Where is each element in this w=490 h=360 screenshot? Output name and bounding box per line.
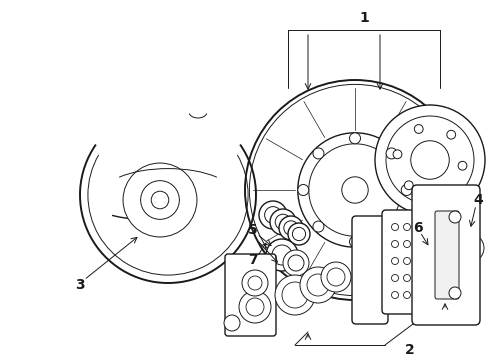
Text: 2: 2 bbox=[405, 343, 415, 357]
Circle shape bbox=[283, 250, 309, 276]
Circle shape bbox=[259, 201, 287, 229]
Circle shape bbox=[242, 270, 268, 296]
Circle shape bbox=[386, 221, 397, 232]
Circle shape bbox=[393, 150, 402, 159]
Circle shape bbox=[265, 207, 281, 224]
Circle shape bbox=[282, 282, 308, 308]
FancyBboxPatch shape bbox=[412, 185, 480, 325]
Circle shape bbox=[266, 239, 298, 271]
Circle shape bbox=[449, 211, 461, 223]
Circle shape bbox=[415, 125, 423, 134]
Circle shape bbox=[462, 240, 478, 256]
Circle shape bbox=[272, 245, 292, 265]
FancyBboxPatch shape bbox=[435, 211, 459, 299]
Text: 4: 4 bbox=[473, 193, 483, 207]
Circle shape bbox=[458, 161, 467, 170]
Circle shape bbox=[123, 163, 197, 237]
Circle shape bbox=[275, 214, 291, 230]
FancyBboxPatch shape bbox=[225, 254, 276, 336]
Circle shape bbox=[404, 181, 413, 190]
Circle shape bbox=[428, 218, 452, 242]
Circle shape bbox=[141, 181, 179, 219]
Circle shape bbox=[349, 236, 361, 247]
Circle shape bbox=[440, 223, 474, 257]
Circle shape bbox=[151, 191, 169, 209]
Circle shape bbox=[239, 291, 271, 323]
Circle shape bbox=[420, 210, 460, 250]
Circle shape bbox=[456, 234, 484, 262]
Circle shape bbox=[313, 221, 324, 232]
Circle shape bbox=[248, 276, 262, 290]
Text: 3: 3 bbox=[75, 278, 85, 292]
Circle shape bbox=[401, 184, 412, 195]
Circle shape bbox=[342, 177, 368, 203]
Circle shape bbox=[392, 274, 398, 282]
Text: 5: 5 bbox=[248, 223, 258, 237]
Circle shape bbox=[349, 133, 361, 144]
Circle shape bbox=[313, 148, 324, 159]
Circle shape bbox=[417, 237, 453, 273]
Circle shape bbox=[288, 223, 310, 245]
FancyBboxPatch shape bbox=[382, 210, 420, 314]
Text: 7: 7 bbox=[248, 253, 258, 267]
Circle shape bbox=[298, 133, 412, 247]
Circle shape bbox=[298, 184, 309, 195]
FancyBboxPatch shape bbox=[352, 216, 388, 324]
Circle shape bbox=[246, 298, 264, 316]
Circle shape bbox=[403, 224, 411, 230]
Circle shape bbox=[386, 148, 397, 159]
Circle shape bbox=[392, 240, 398, 248]
Circle shape bbox=[403, 292, 411, 298]
Circle shape bbox=[403, 240, 411, 248]
Circle shape bbox=[288, 255, 304, 271]
Circle shape bbox=[437, 186, 446, 195]
Circle shape bbox=[449, 287, 461, 299]
Circle shape bbox=[300, 267, 336, 303]
Circle shape bbox=[447, 230, 467, 250]
Circle shape bbox=[392, 224, 398, 230]
Circle shape bbox=[447, 130, 456, 139]
Circle shape bbox=[293, 228, 306, 240]
Circle shape bbox=[403, 257, 411, 265]
Circle shape bbox=[279, 216, 303, 240]
Circle shape bbox=[245, 80, 465, 300]
Circle shape bbox=[411, 141, 449, 179]
Circle shape bbox=[275, 275, 315, 315]
Circle shape bbox=[321, 262, 351, 292]
Circle shape bbox=[224, 315, 240, 331]
Circle shape bbox=[284, 221, 298, 235]
Circle shape bbox=[392, 257, 398, 265]
Circle shape bbox=[424, 244, 446, 266]
Circle shape bbox=[403, 274, 411, 282]
Circle shape bbox=[307, 274, 329, 296]
Circle shape bbox=[327, 268, 345, 286]
Circle shape bbox=[375, 105, 485, 215]
Text: 6: 6 bbox=[413, 221, 423, 235]
Circle shape bbox=[270, 209, 296, 235]
Text: 1: 1 bbox=[359, 11, 369, 25]
Circle shape bbox=[392, 292, 398, 298]
